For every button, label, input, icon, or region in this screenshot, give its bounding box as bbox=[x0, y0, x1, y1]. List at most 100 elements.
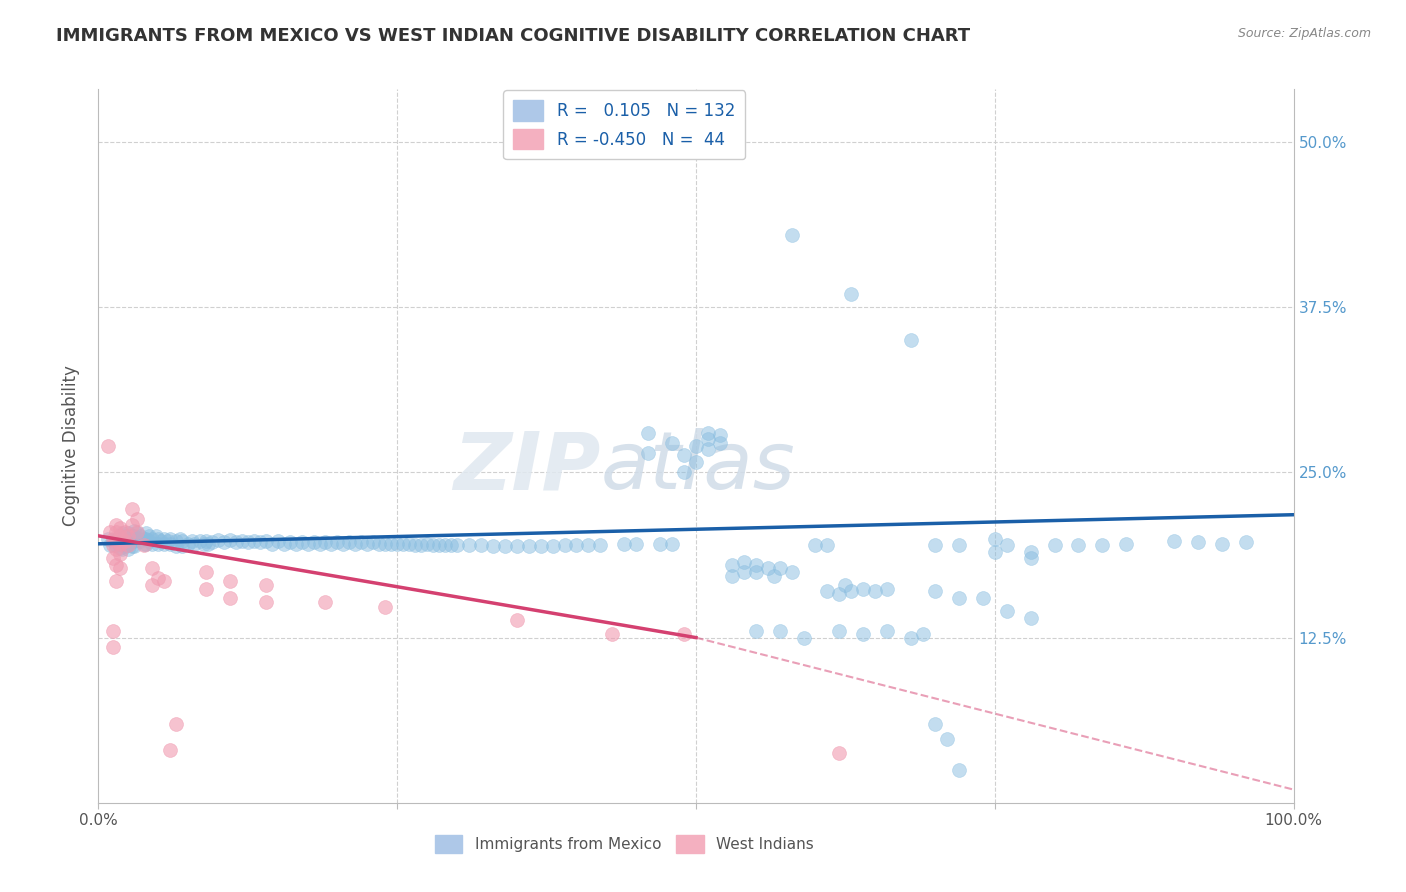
Point bbox=[780, 565, 803, 579]
Point bbox=[613, 537, 636, 551]
Point bbox=[1091, 538, 1114, 552]
Point bbox=[554, 538, 576, 552]
Point bbox=[236, 535, 259, 549]
Point bbox=[148, 571, 170, 585]
Point bbox=[1043, 538, 1066, 552]
Point bbox=[404, 538, 426, 552]
Point bbox=[1234, 535, 1257, 549]
Point bbox=[201, 535, 224, 549]
Point bbox=[193, 537, 215, 551]
Point bbox=[768, 560, 790, 574]
Point bbox=[841, 584, 863, 599]
Point bbox=[876, 582, 898, 596]
Point bbox=[97, 532, 120, 546]
Point bbox=[924, 538, 946, 552]
Point bbox=[148, 532, 170, 546]
Point bbox=[108, 560, 131, 574]
Legend: Immigrants from Mexico, West Indians: Immigrants from Mexico, West Indians bbox=[429, 829, 820, 859]
Point bbox=[105, 524, 128, 539]
Point bbox=[117, 529, 139, 543]
Point bbox=[105, 518, 128, 533]
Point bbox=[219, 574, 242, 588]
Point bbox=[541, 540, 564, 554]
Point bbox=[841, 287, 863, 301]
Point bbox=[440, 538, 463, 552]
Point bbox=[117, 538, 139, 552]
Point bbox=[141, 578, 163, 592]
Point bbox=[374, 600, 396, 615]
Point bbox=[637, 425, 659, 440]
Point bbox=[565, 538, 588, 552]
Point bbox=[344, 537, 367, 551]
Point bbox=[165, 540, 187, 554]
Point bbox=[101, 534, 124, 549]
Point bbox=[225, 535, 247, 549]
Point bbox=[105, 574, 128, 588]
Point bbox=[745, 565, 768, 579]
Point bbox=[284, 537, 307, 551]
Point bbox=[267, 534, 290, 549]
Point bbox=[105, 532, 128, 546]
Point bbox=[278, 535, 301, 549]
Point bbox=[254, 534, 277, 549]
Point bbox=[207, 533, 229, 547]
Point bbox=[315, 595, 337, 609]
Point bbox=[321, 537, 343, 551]
Point bbox=[260, 537, 283, 551]
Point bbox=[105, 538, 128, 552]
Point bbox=[900, 333, 922, 347]
Point bbox=[697, 425, 720, 440]
Point bbox=[374, 537, 396, 551]
Point bbox=[637, 445, 659, 459]
Point bbox=[697, 442, 720, 456]
Point bbox=[212, 535, 235, 549]
Point bbox=[153, 574, 176, 588]
Point bbox=[125, 511, 148, 525]
Point bbox=[589, 538, 612, 552]
Point bbox=[315, 535, 337, 549]
Point bbox=[114, 534, 136, 549]
Point bbox=[1019, 551, 1042, 566]
Point bbox=[1115, 537, 1137, 551]
Point bbox=[180, 534, 202, 549]
Point bbox=[828, 746, 851, 760]
Point bbox=[1067, 538, 1090, 552]
Point bbox=[108, 521, 131, 535]
Point bbox=[756, 560, 779, 574]
Point bbox=[159, 743, 181, 757]
Point bbox=[745, 558, 768, 572]
Point bbox=[517, 540, 540, 554]
Point bbox=[125, 532, 148, 546]
Point bbox=[697, 433, 720, 447]
Point bbox=[339, 535, 361, 549]
Point bbox=[165, 534, 187, 549]
Point bbox=[165, 716, 187, 731]
Point bbox=[121, 529, 143, 543]
Text: ZIP: ZIP bbox=[453, 428, 600, 507]
Point bbox=[793, 631, 815, 645]
Point bbox=[172, 534, 194, 549]
Point bbox=[101, 640, 124, 654]
Point bbox=[121, 534, 143, 549]
Point bbox=[385, 537, 409, 551]
Point bbox=[768, 624, 790, 638]
Point bbox=[172, 540, 194, 554]
Point bbox=[117, 532, 139, 546]
Point bbox=[195, 534, 218, 549]
Y-axis label: Cognitive Disability: Cognitive Disability bbox=[62, 366, 80, 526]
Point bbox=[101, 532, 124, 546]
Point bbox=[138, 534, 160, 549]
Point bbox=[924, 584, 946, 599]
Point bbox=[111, 537, 134, 551]
Point bbox=[398, 537, 420, 551]
Point bbox=[108, 547, 131, 561]
Point bbox=[530, 540, 553, 554]
Point bbox=[733, 565, 755, 579]
Point bbox=[219, 591, 242, 605]
Point bbox=[434, 538, 457, 552]
Point bbox=[380, 537, 402, 551]
Point bbox=[141, 560, 163, 574]
Point bbox=[111, 542, 134, 557]
Point bbox=[350, 535, 373, 549]
Point bbox=[745, 624, 768, 638]
